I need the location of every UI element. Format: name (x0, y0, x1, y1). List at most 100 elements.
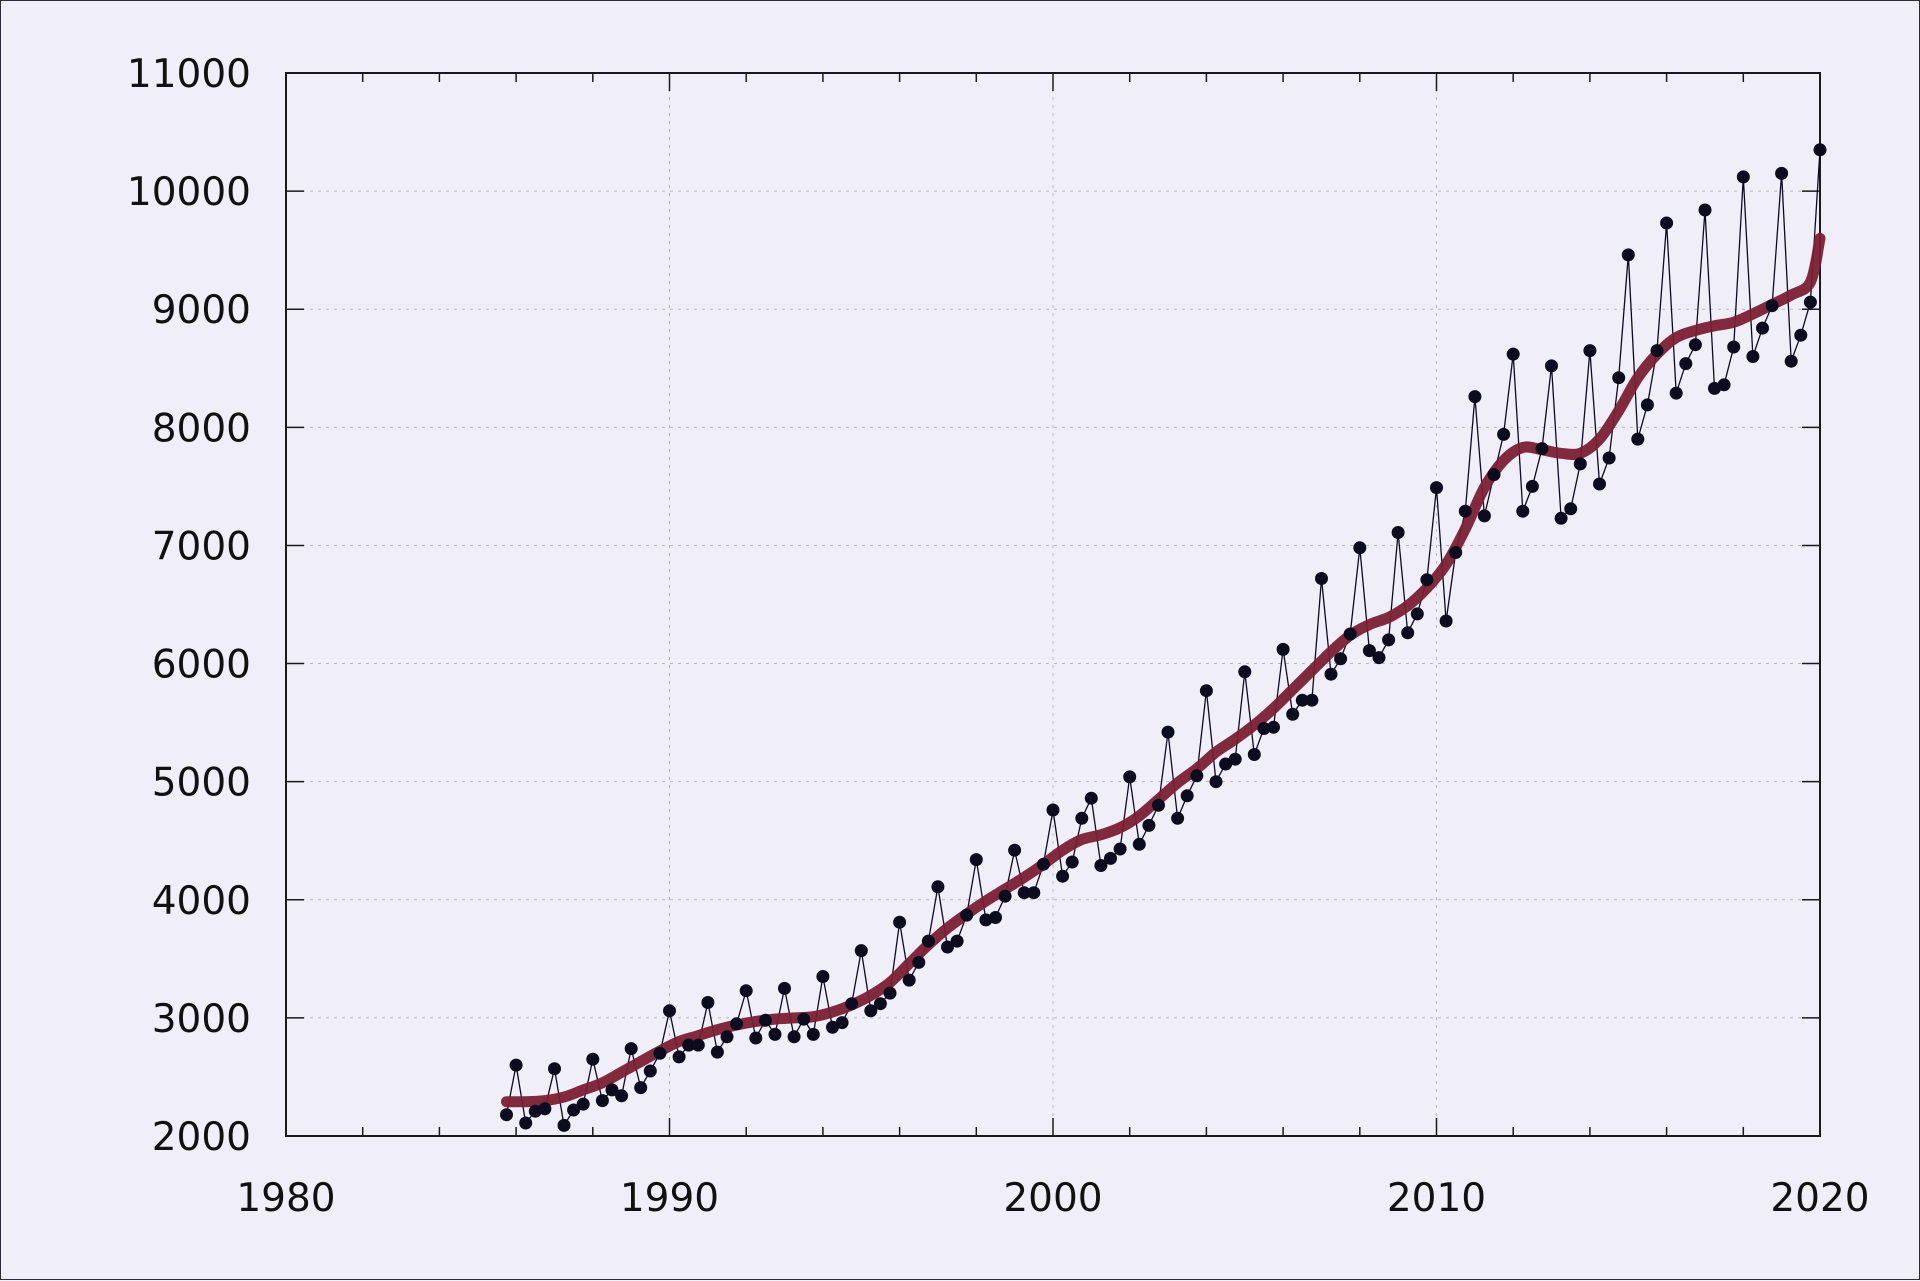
data-point (1736, 170, 1750, 184)
data-point (624, 1042, 638, 1056)
data-point (1094, 859, 1108, 872)
data-point (989, 911, 1002, 924)
data-point (835, 1016, 849, 1030)
data-point (1631, 432, 1645, 446)
x-tick-label: 1990 (620, 1176, 719, 1221)
data-point (902, 973, 916, 987)
data-point (1123, 770, 1137, 784)
data-point (816, 970, 830, 983)
data-point (1324, 667, 1338, 681)
data-point (1516, 504, 1530, 518)
data-point (1554, 511, 1568, 525)
data-point (1305, 693, 1319, 707)
data-point (1267, 720, 1280, 734)
data-point (921, 934, 935, 948)
axis-ticks (285, 72, 1821, 1137)
tick-labels: 1980 1990 2000 2010 2020 2000 3000 4000 5000 6000… (127, 52, 1870, 1221)
data-point (845, 997, 859, 1011)
data-point (1564, 502, 1578, 516)
data-point (548, 1062, 561, 1076)
data-point (1602, 451, 1616, 465)
data-point (1257, 722, 1271, 735)
data-point (969, 853, 983, 867)
data-point (1152, 798, 1165, 812)
data-point (854, 944, 868, 958)
data-point (1353, 541, 1367, 555)
data-point (1113, 842, 1127, 856)
data-point (1065, 855, 1079, 869)
data-point (1506, 347, 1520, 361)
data-point (1449, 546, 1463, 559)
data-point (739, 984, 753, 998)
data-point (557, 1118, 571, 1132)
data-point (1784, 354, 1798, 368)
data-point (864, 1004, 878, 1018)
data-point (749, 1031, 763, 1045)
data-point (1698, 203, 1712, 217)
data-point (883, 986, 897, 1000)
data-point (1497, 427, 1511, 441)
data-point (1171, 811, 1185, 825)
data-point (1372, 651, 1386, 665)
x-tick-label: 1980 (236, 1176, 335, 1221)
data-point (797, 1012, 811, 1026)
x-tick-label: 2010 (1387, 1176, 1486, 1221)
data-point (1362, 644, 1376, 658)
data-point (1382, 633, 1396, 647)
data-point (1746, 350, 1760, 363)
data-point (1640, 398, 1654, 412)
data-point (701, 996, 715, 1009)
data-point (615, 1089, 629, 1103)
grid (286, 73, 1820, 1136)
data-point (509, 1058, 523, 1072)
data-point (605, 1083, 619, 1097)
y-tick-label: 5000 (152, 761, 251, 806)
data-point (1027, 886, 1041, 900)
data-point (1650, 344, 1664, 358)
data-point (1036, 857, 1050, 871)
data-point (710, 1045, 724, 1059)
trend-series-line (501, 232, 1826, 1108)
data-point (998, 889, 1012, 903)
data-point (730, 1017, 744, 1031)
data-point (500, 1108, 513, 1122)
data-point (1132, 837, 1146, 851)
y-tick-label: 6000 (152, 643, 251, 688)
data-point (1487, 468, 1501, 482)
data-point (893, 915, 907, 929)
data-point (912, 955, 926, 969)
data-point (538, 1102, 552, 1116)
data-point (778, 981, 791, 995)
data-point (1401, 626, 1415, 640)
data-point (758, 1013, 772, 1027)
data-point (1727, 340, 1741, 354)
data-point (1660, 216, 1674, 230)
data-point (663, 1004, 676, 1018)
data-point (1199, 684, 1213, 698)
data-point (1161, 725, 1175, 739)
data-point (1756, 321, 1769, 335)
data-point (595, 1094, 609, 1108)
data-point (1075, 811, 1089, 825)
data-point (787, 1030, 801, 1044)
data-point (1209, 775, 1223, 789)
data-point (576, 1097, 590, 1111)
data-point (1775, 166, 1789, 180)
data-point (1612, 371, 1626, 385)
data-point (1219, 757, 1233, 771)
data-point (826, 1020, 839, 1034)
data-point (586, 1052, 600, 1066)
plot-area-border (285, 72, 1821, 1137)
data-point (806, 1027, 820, 1041)
data-point (720, 1030, 734, 1044)
data-point (1410, 607, 1424, 621)
data-point (1803, 295, 1817, 309)
data-point (1008, 843, 1022, 857)
data-point (1190, 769, 1204, 783)
data-point (1669, 386, 1683, 400)
data-point (1765, 299, 1779, 313)
data-point (1238, 665, 1252, 679)
data-point (1573, 457, 1587, 471)
